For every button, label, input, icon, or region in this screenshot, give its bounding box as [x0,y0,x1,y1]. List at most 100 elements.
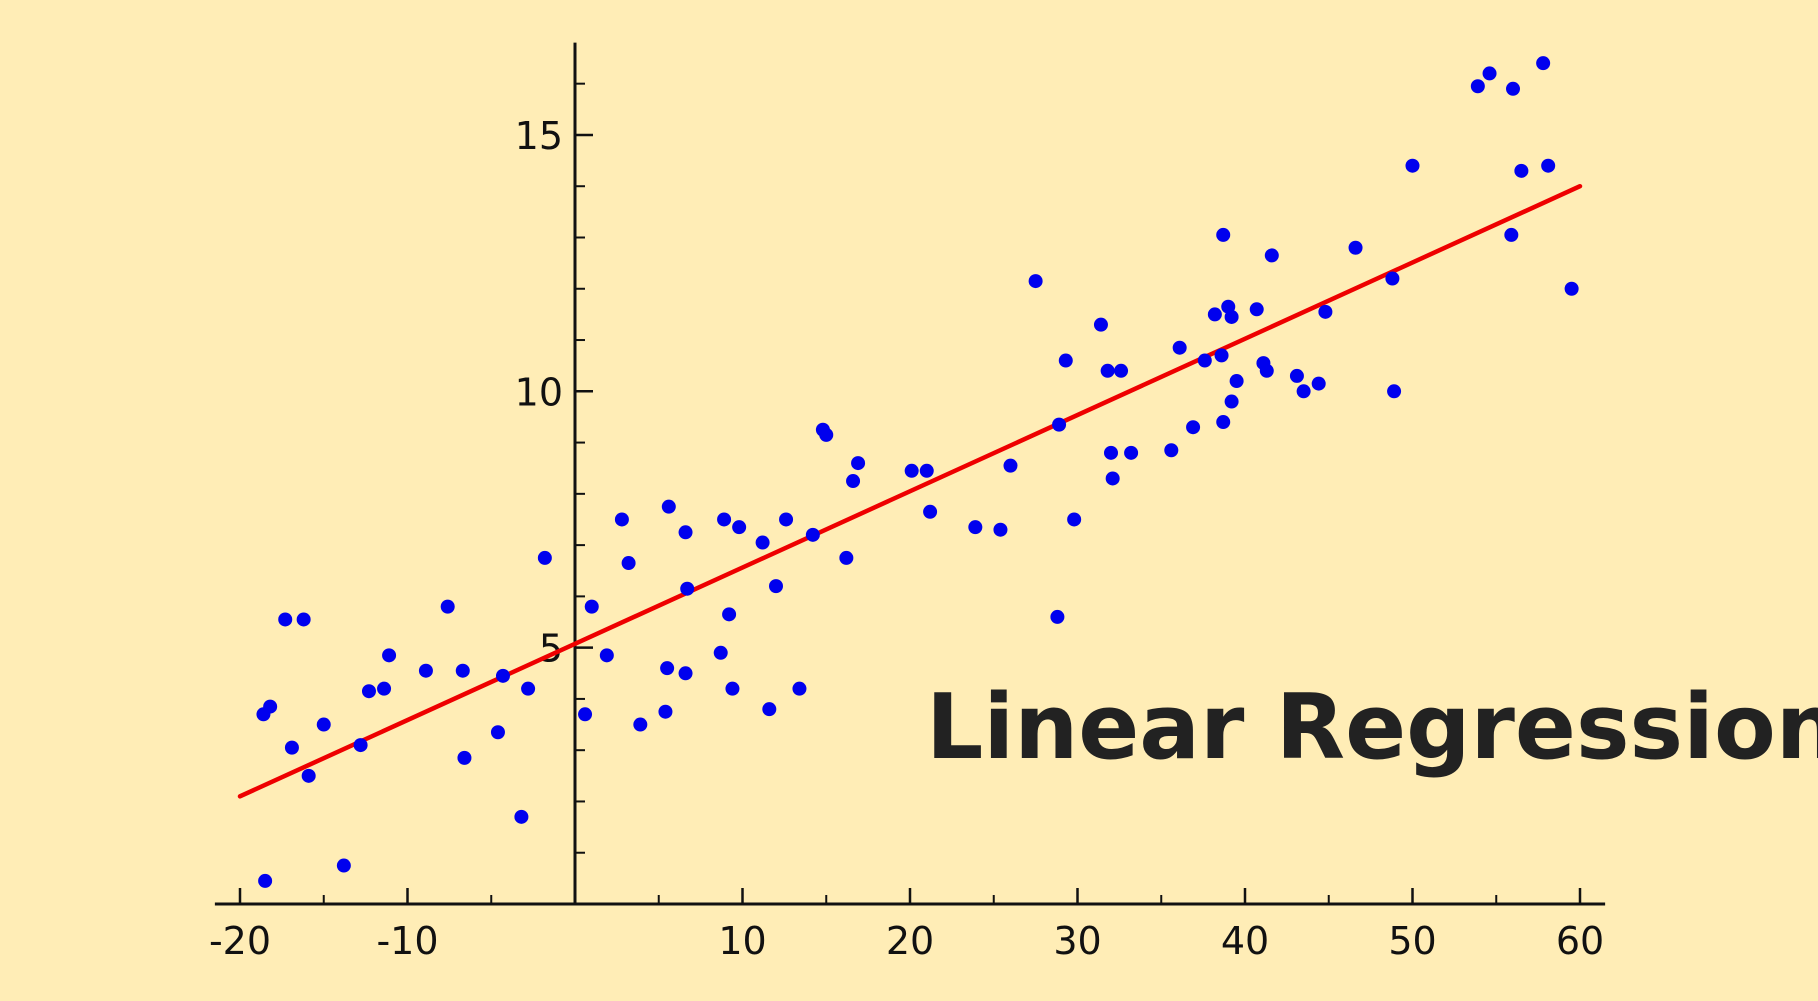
data-point [762,702,777,717]
data-point [599,648,614,663]
data-point [678,525,693,540]
data-point [678,666,693,681]
data-point [1296,384,1311,399]
x-tick-label: 30 [1053,919,1101,963]
data-point [1050,609,1065,624]
data-point [1224,309,1239,324]
data-point [578,707,593,722]
data-point [1482,66,1497,81]
data-point [1514,163,1529,178]
data-point [919,463,934,478]
data-point [1114,363,1129,378]
data-point [1164,443,1179,458]
data-point [1504,227,1519,242]
data-point [1207,307,1222,322]
data-point [792,681,807,696]
data-point [717,512,732,527]
data-point [1214,348,1229,363]
data-point [1186,420,1201,435]
data-point [455,663,470,678]
data-point [521,681,536,696]
data-point [418,663,433,678]
data-point [301,768,316,783]
data-point [1052,417,1067,432]
data-point [278,612,293,627]
x-tick-label: 60 [1556,919,1604,963]
linear-regression-annotation: Linear Regression [926,675,1818,780]
data-point [805,527,820,542]
data-point [1311,376,1326,391]
data-point [1405,158,1420,173]
data-point [1259,363,1274,378]
data-point [1124,445,1139,460]
data-point [584,599,599,614]
data-point [457,750,472,765]
data-point [993,522,1008,537]
data-point [732,520,747,535]
data-point [660,661,675,676]
data-point [1105,471,1120,486]
data-point [1003,458,1018,473]
data-point [1387,384,1402,399]
data-point [769,579,783,594]
data-point [1229,374,1244,389]
data-point [377,681,392,696]
data-point [614,512,629,527]
data-point [361,684,376,699]
data-point [1216,415,1231,430]
data-point [1100,363,1115,378]
data-point [440,599,455,614]
data-point [725,681,740,696]
y-tick-label: 10 [515,370,563,414]
data-point [621,556,636,571]
data-point [846,474,861,489]
data-point [658,704,673,719]
data-point [1470,79,1485,94]
data-point [490,725,505,740]
x-tick-label: 50 [1388,919,1436,963]
data-point [923,504,938,519]
data-point [1506,81,1520,96]
data-point [1104,445,1118,460]
data-point [1067,512,1082,527]
x-tick-label: 20 [886,919,934,963]
data-point [1093,317,1108,332]
data-point [1348,240,1363,255]
data-point [1249,302,1264,317]
data-point [722,607,737,622]
data-point [1058,353,1073,368]
data-point [968,520,983,535]
data-point [1385,271,1400,286]
data-point [1536,56,1551,71]
data-point [1564,281,1579,296]
data-point [495,668,510,683]
data-point [661,499,676,514]
data-point [851,456,866,471]
data-points [256,56,1579,888]
data-point [1172,340,1187,355]
data-point [839,550,854,565]
x-tick-label: -20 [209,919,271,963]
data-point [755,535,770,550]
data-point [514,809,529,824]
y-tick-label: 15 [515,114,563,158]
x-tick-label: 10 [718,919,766,963]
data-point [1264,248,1279,263]
data-point [1541,158,1556,173]
regression-line [237,183,1583,799]
x-tick-label: 40 [1221,919,1269,963]
data-point [904,463,919,478]
data-point [680,581,695,596]
data-point [284,740,299,755]
data-point [1216,227,1231,242]
data-point [316,717,331,732]
data-point [633,717,648,732]
data-point [263,699,278,714]
data-point [258,873,273,888]
data-point [713,645,728,660]
data-point [1318,304,1333,319]
x-tick-label: -10 [376,919,438,963]
data-point [1197,353,1212,368]
